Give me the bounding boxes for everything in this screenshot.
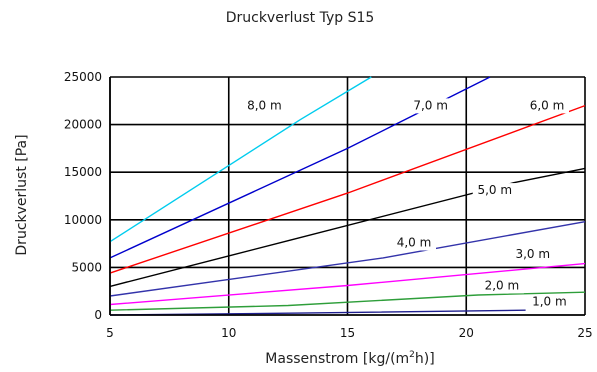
y-tick-label: 15000 <box>64 165 102 179</box>
x-axis-label-sup: 2 <box>409 350 415 360</box>
series-label-8: 8,0 m <box>247 98 282 112</box>
series-label-1: 1,0 m <box>532 294 567 308</box>
series-label-bg <box>479 278 524 294</box>
chart-title: Druckverlust Typ S15 <box>226 10 375 26</box>
series-line-5 <box>109 167 586 288</box>
series-label-5: 5,0 m <box>477 183 512 197</box>
series-label-6: 6,0 m <box>530 98 565 112</box>
x-axis-label-end: h)] <box>415 351 435 367</box>
y-tick-label: 5000 <box>71 260 102 274</box>
x-tick-label: 25 <box>577 326 592 340</box>
series-label-bg <box>242 98 287 114</box>
y-axis-label: Druckverlust [Pa] <box>14 134 30 255</box>
y-tick-label: 25000 <box>64 70 102 84</box>
tick-labels: 0 5000 10000 15000 20000 25000 5 10 15 20 25 <box>64 70 593 340</box>
y-tick-label: 10000 <box>64 213 102 227</box>
series-line-2 <box>109 291 586 311</box>
series-label-4: 4,0 m <box>397 235 432 249</box>
series-line-4 <box>109 221 586 297</box>
series-label-bg <box>525 98 569 114</box>
series-line-6 <box>109 104 586 274</box>
series-label-7: 7,0 m <box>413 98 448 112</box>
series-label-bg <box>510 246 555 262</box>
x-tick-label: 20 <box>459 326 474 340</box>
series-label-bg <box>408 98 453 114</box>
axes <box>109 77 585 316</box>
x-axis-label-main: Massenstrom [kg/(m <box>265 351 409 367</box>
x-axis-label: Massenstrom [kg/(m2h)] <box>265 350 434 367</box>
y-tick-label: 0 <box>94 308 102 322</box>
y-tick-label: 20000 <box>64 118 102 132</box>
series-label-2: 2,0 m <box>485 278 520 292</box>
series-label-3: 3,0 m <box>515 247 550 261</box>
series-line-3 <box>109 262 586 306</box>
x-tick-label: 5 <box>106 326 114 340</box>
grid <box>109 76 586 316</box>
series-label-bg <box>472 183 517 199</box>
x-tick-label: 15 <box>340 326 355 340</box>
series-label-bg <box>527 294 572 310</box>
series-line-8 <box>109 76 372 243</box>
series-label-bg <box>392 235 436 251</box>
x-tick-label: 10 <box>221 326 236 340</box>
